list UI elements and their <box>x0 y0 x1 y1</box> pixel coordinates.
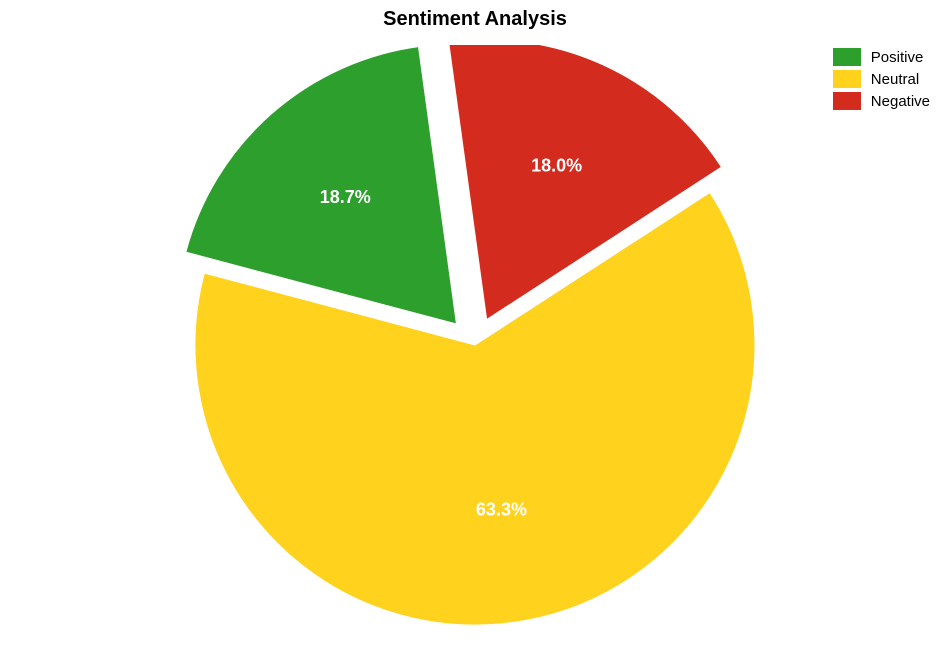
legend-swatch <box>833 70 861 88</box>
legend-item: Positive <box>833 48 930 66</box>
pie-slice-label: 63.3% <box>476 500 527 520</box>
chart-title: Sentiment Analysis <box>0 8 950 31</box>
legend-label: Positive <box>871 49 924 66</box>
chart-container: Sentiment Analysis 18.0% 18.7% 63.3% Posit… <box>0 0 950 662</box>
pie-slice-label: 18.7% <box>320 187 371 207</box>
legend: Positive Neutral Negative <box>833 48 930 114</box>
legend-item: Neutral <box>833 70 930 88</box>
legend-label: Negative <box>871 93 930 110</box>
legend-item: Negative <box>833 92 930 110</box>
pie-slice-label: 18.0% <box>531 156 582 176</box>
pie-chart: 18.0% 18.7% 63.3% <box>0 45 950 662</box>
legend-label: Neutral <box>871 71 919 88</box>
legend-swatch <box>833 92 861 110</box>
legend-swatch <box>833 48 861 66</box>
